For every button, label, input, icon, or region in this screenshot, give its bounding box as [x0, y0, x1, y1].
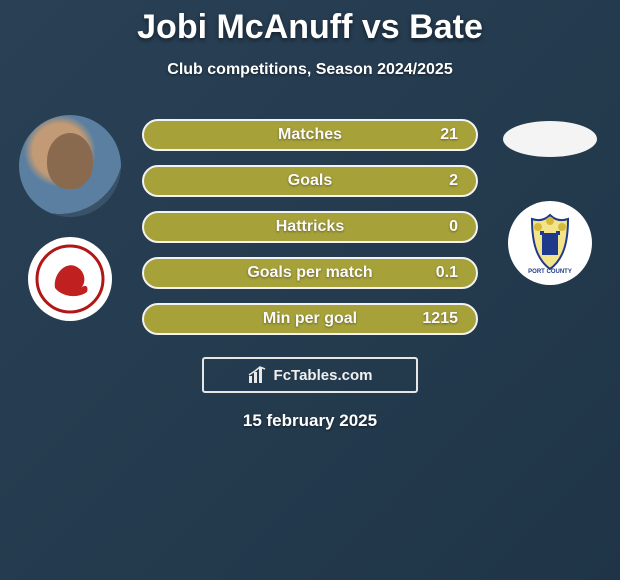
date-text: 15 february 2025	[0, 411, 620, 431]
stat-value: 0	[449, 218, 458, 236]
stat-label: Matches	[278, 126, 342, 144]
stat-row-matches: Matches 21	[142, 119, 478, 151]
player-photo-right-placeholder	[503, 121, 597, 157]
right-column: PORT COUNTY	[490, 115, 610, 285]
stat-row-min-per-goal: Min per goal 1215	[142, 303, 478, 335]
stats-bars: Matches 21 Goals 2 Hattricks 0 Goals per…	[130, 119, 490, 335]
stat-row-goals: Goals 2	[142, 165, 478, 197]
club-badge-right: PORT COUNTY	[508, 201, 592, 285]
stat-label: Goals	[288, 172, 332, 190]
stat-label: Goals per match	[247, 264, 372, 282]
dragon-crest-icon	[35, 244, 105, 314]
left-column	[10, 115, 130, 321]
club-badge-left	[28, 237, 112, 321]
stat-value: 2	[449, 172, 458, 190]
bars-chart-icon	[248, 366, 268, 384]
stat-label: Hattricks	[276, 218, 344, 236]
page-title: Jobi McAnuff vs Bate	[0, 0, 620, 47]
stat-label: Min per goal	[263, 310, 357, 328]
stat-value: 1215	[422, 310, 458, 328]
brand-text: FcTables.com	[274, 367, 373, 384]
comparison-content: Matches 21 Goals 2 Hattricks 0 Goals per…	[0, 115, 620, 335]
subtitle: Club competitions, Season 2024/2025	[0, 61, 620, 79]
player-photo-left	[19, 115, 121, 217]
svg-text:PORT COUNTY: PORT COUNTY	[528, 269, 572, 275]
brand-box: FcTables.com	[202, 357, 418, 393]
stat-row-hattricks: Hattricks 0	[142, 211, 478, 243]
county-crest-icon: PORT COUNTY	[514, 207, 586, 279]
stat-value: 0.1	[436, 264, 458, 282]
stat-row-goals-per-match: Goals per match 0.1	[142, 257, 478, 289]
stat-value: 21	[440, 126, 458, 144]
